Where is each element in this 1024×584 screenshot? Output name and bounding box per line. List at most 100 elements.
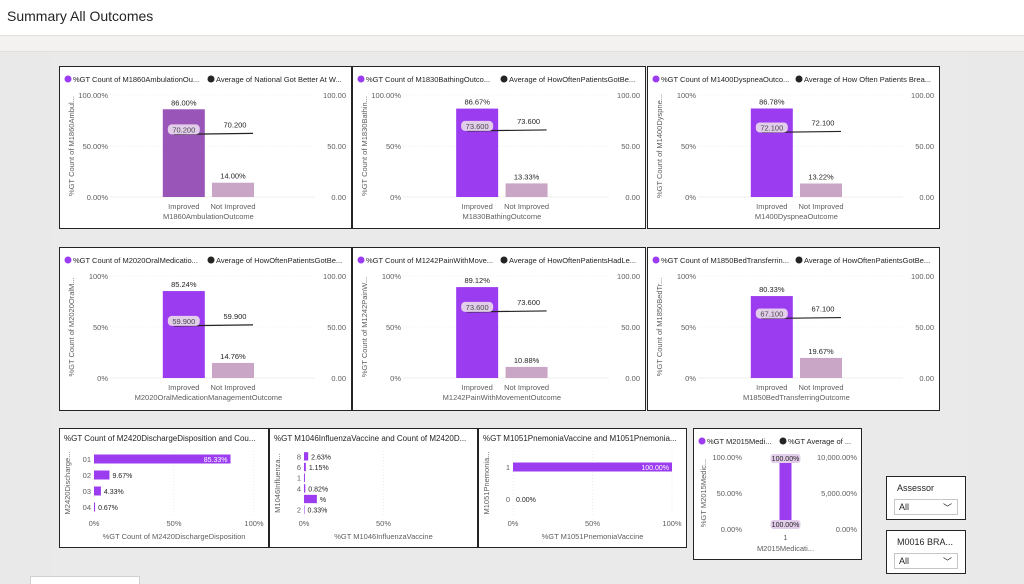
x-tick-label: Not Improved [210, 383, 255, 392]
bar-data-label: 2.63% [311, 454, 331, 461]
combo-chart-medication-m2015[interactable]: %GT M2015Medi... %GT Average of ... 100.00… [693, 428, 862, 560]
legend-bar-label: %GT Count of M1850BedTransferrin... [661, 256, 789, 265]
bar [94, 486, 101, 496]
x-tick-label: Not Improved [798, 202, 843, 211]
chart-svg: %GT Count of M1850BedTransferrin... Avera… [652, 256, 934, 402]
avg-data-label: 72.100 [760, 123, 783, 132]
legend-bar-marker [357, 256, 365, 264]
x-axis-title: M1860AmbulationOutcome [163, 212, 254, 221]
legend-bar-marker [652, 256, 660, 264]
slicer-dropdown[interactable]: All ﹀ [894, 499, 958, 515]
chart-title: %GT M1051PnemoniaVaccine and M1051Pnemon… [483, 434, 677, 443]
y2-tick-label: 0.00% [836, 525, 858, 534]
legend-bar-marker [357, 75, 365, 83]
combo-chart-ambulation[interactable]: %GT Count of M1860AmbulationOu... Average… [59, 66, 352, 229]
page-tab[interactable] [30, 576, 140, 584]
legend-line-label: Average of How Often Patients Brea... [804, 75, 931, 84]
bar-data-label: 100.00% [641, 465, 669, 472]
bar-data-label: 86.78% [759, 97, 785, 106]
hbar-chart-pneumonia-vaccine[interactable]: %GT M1051PnemoniaVaccine and M1051Pnemon… [478, 428, 687, 548]
chart-title: %GT M1046InfluenzaVaccine and Count of M… [274, 434, 466, 443]
legend-bar-marker [652, 75, 660, 83]
y-axis-title: M1051Pnemonia... [482, 452, 491, 515]
bar-data-label: 0.82% [308, 486, 328, 493]
y2-tick-label: 50.00 [915, 142, 934, 151]
slicer-dropdown[interactable]: All ﹀ [894, 553, 958, 569]
combo-chart-dyspnea[interactable]: %GT Count of M1400DyspneaOutco... Average… [647, 66, 940, 229]
bar-label-bg [770, 454, 801, 463]
bar-data-label: 89.12% [464, 276, 490, 285]
legend-bar-marker [64, 256, 72, 264]
x-tick-label: 50% [376, 519, 391, 528]
bar-data-label: 19.67% [808, 347, 834, 356]
bar-data-label: 86.67% [464, 98, 490, 107]
legend-bar-label: %GT Count of M1400DyspneaOutco... [661, 75, 789, 84]
combo-chart-oral-medication[interactable]: %GT Count of M2020OralMedicatio... Averag… [59, 247, 352, 411]
bar [304, 452, 309, 461]
y-tick-label: 0% [390, 374, 401, 383]
bar [779, 457, 792, 529]
legend-bar-label: %GT Count of M1242PainWithMove... [366, 256, 493, 265]
legend-bar-marker [698, 437, 706, 445]
y2-tick-label: 50.00 [327, 323, 346, 332]
bar-data-label: 0.67% [98, 505, 118, 512]
y2-tick-label: 100.00 [911, 272, 934, 281]
x-tick-label: Improved [756, 383, 787, 392]
x-axis-title: %GT M1051PnemoniaVaccine [542, 532, 644, 541]
bar-data-label: 80.33% [759, 285, 785, 294]
legend-line-label: Average of HowOftenPatientsGotBe... [216, 256, 342, 265]
y2-tick-label: 10,000.00% [817, 453, 857, 462]
legend-line-marker [500, 75, 508, 83]
bar-data-label: 13.22% [808, 173, 834, 182]
y-tick-label: 50% [681, 323, 696, 332]
bar [800, 183, 842, 197]
bar [800, 357, 842, 378]
bar-data-label: % [320, 497, 326, 504]
chart-title: %GT Count of M2420DischargeDisposition a… [64, 434, 256, 443]
legend-bar-label: %GT Count of M1830BathingOutco... [366, 75, 490, 84]
x-tick-label: Not Improved [210, 202, 255, 211]
chart-svg: %GT Count of M1860AmbulationOu... Average… [64, 75, 346, 221]
y-axis-title: M1046Influenza... [273, 453, 282, 513]
y-tick-label: 04 [83, 503, 91, 512]
hbar-chart-influenza-vaccine[interactable]: %GT M1046InfluenzaVaccine and Count of M… [269, 428, 478, 548]
x-tick-label: 100% [662, 519, 682, 528]
bar-data-label: 1.15% [309, 465, 329, 472]
slicer-assessor[interactable]: Assessor All ﹀ [886, 476, 966, 520]
y-tick-label: 0 [506, 495, 510, 504]
y-tick-label: 2 [297, 506, 301, 515]
bar [505, 366, 548, 378]
hbar-chart-discharge-disposition[interactable]: %GT Count of M2420DischargeDisposition a… [59, 428, 269, 548]
legend-line-label: Average of HowOftenPatientsGotBe... [804, 256, 930, 265]
bar [162, 109, 205, 197]
y-tick-label: 0.00% [721, 525, 743, 534]
bar [94, 470, 110, 480]
y2-tick-label: 50.00 [621, 323, 640, 332]
combo-chart-bathing[interactable]: %GT Count of M1830BathingOutco... Average… [352, 66, 646, 229]
y-tick-label: 50% [93, 323, 108, 332]
slicer-m0016-branch[interactable]: M0016 BRA... All ﹀ [886, 530, 966, 574]
combo-chart-pain-with-movement[interactable]: %GT Count of M1242PainWithMove... Average… [352, 247, 646, 411]
y2-tick-label: 50.00 [915, 323, 934, 332]
y-tick-label: 50.00% [83, 142, 109, 151]
avg-label-bg [755, 122, 788, 133]
x-tick-label: Not Improved [798, 383, 843, 392]
bar [212, 182, 254, 197]
avg-data-label: 67.100 [760, 310, 783, 319]
avg-label-bg [461, 301, 494, 312]
avg-data-label: 73.600 [517, 117, 540, 126]
avg-data-label: 59.900 [224, 312, 247, 321]
avg-label-bg [770, 520, 801, 529]
y-tick-label: 50% [386, 142, 401, 151]
bar-data-label: 10.88% [514, 356, 540, 365]
avg-data-label: 73.600 [466, 303, 489, 312]
legend-line-label: Average of HowOftenPatientsHadLe... [509, 256, 636, 265]
y-tick-label: 50% [681, 142, 696, 151]
y-tick-label: 6 [297, 463, 301, 472]
avg-data-label: 67.100 [812, 305, 835, 314]
y2-tick-label: 100.00 [323, 272, 346, 281]
bar [750, 108, 793, 197]
y-tick-label: 01 [83, 455, 91, 464]
combo-chart-bed-transferring[interactable]: %GT Count of M1850BedTransferrin... Avera… [647, 247, 940, 411]
legend-bar-label: %GT Count of M1860AmbulationOu... [73, 75, 199, 84]
